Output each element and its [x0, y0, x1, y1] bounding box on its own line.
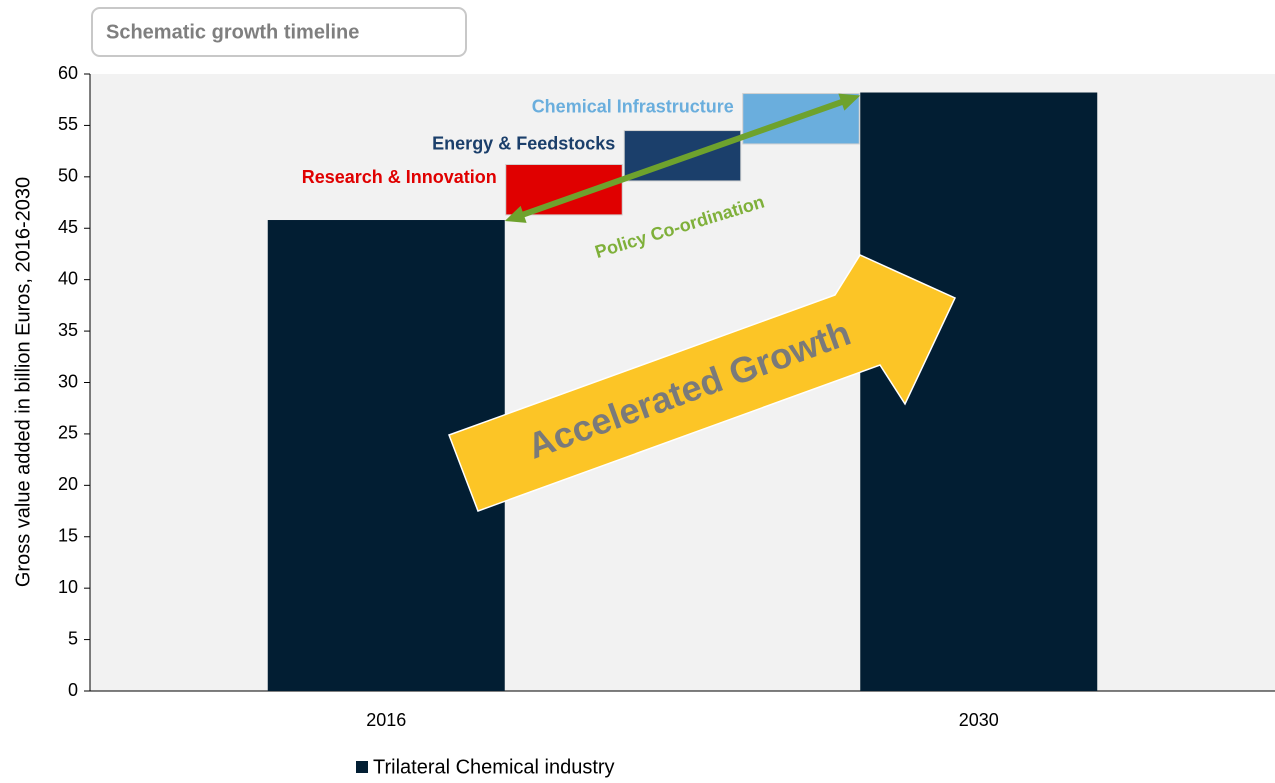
bar — [860, 92, 1098, 691]
range-label: Energy & Feedstocks — [432, 133, 615, 153]
policy-arrow-head — [838, 93, 861, 111]
range-label: Research & Innovation — [302, 167, 497, 187]
growth-arrow — [448, 254, 957, 512]
title-box — [91, 7, 467, 57]
range-box — [505, 163, 623, 216]
range-label: Chemical Infrastructure — [532, 96, 734, 116]
y-tick-label: 5 — [68, 628, 78, 648]
legend-swatch — [356, 761, 368, 773]
y-tick-label: 20 — [58, 474, 78, 494]
x-tick-label: 2030 — [959, 710, 999, 730]
y-tick-label: 55 — [58, 114, 78, 134]
y-tick-label: 45 — [58, 217, 78, 237]
y-tick-label: 10 — [58, 577, 78, 597]
x-tick-label: 2016 — [366, 710, 406, 730]
policy-arrow-head — [504, 205, 527, 223]
y-tick-label: 0 — [68, 680, 78, 700]
y-tick-label: 30 — [58, 371, 78, 391]
y-tick-label: 25 — [58, 423, 78, 443]
policy-arrow — [517, 97, 848, 219]
y-tick-label: 35 — [58, 320, 78, 340]
y-tick-label: 60 — [58, 63, 78, 83]
y-tick-label: 15 — [58, 526, 78, 546]
y-tick-label: 40 — [58, 268, 78, 288]
y-tick-label: 50 — [58, 166, 78, 186]
legend-label: Trilateral Chemical industry — [373, 756, 615, 778]
chart-title: Schematic growth timeline — [106, 21, 359, 43]
y-axis-label: Gross value added in billion Euros, 2016… — [12, 177, 34, 587]
